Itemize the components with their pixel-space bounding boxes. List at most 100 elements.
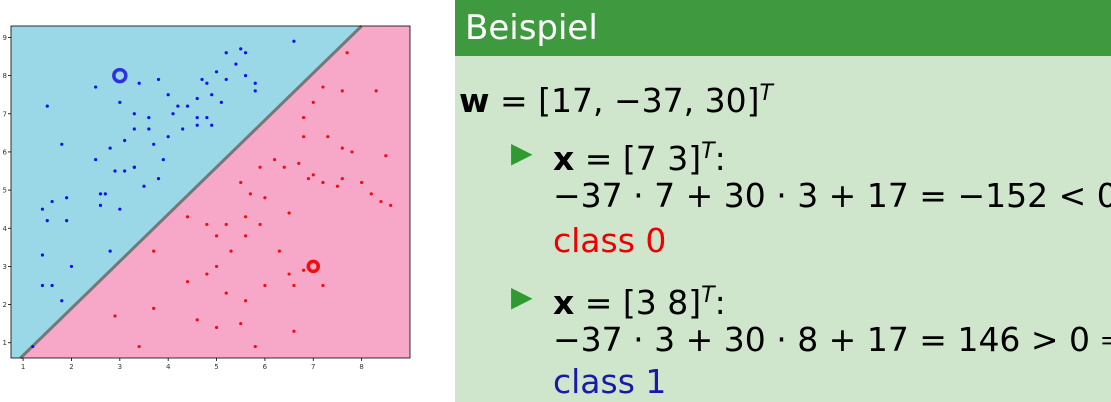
class-0-point xyxy=(335,184,340,188)
class-0-point xyxy=(152,249,156,253)
class-0-point xyxy=(321,180,325,185)
class-1-point xyxy=(103,192,107,196)
x-tick-label: 5 xyxy=(214,363,218,371)
class-0-point xyxy=(205,272,209,276)
class-0-point xyxy=(277,249,282,253)
class-0-point xyxy=(243,234,248,238)
class-0-point xyxy=(258,222,262,227)
plot-frame xyxy=(10,25,411,359)
class-0-point xyxy=(321,283,325,288)
class-0-point xyxy=(113,314,117,318)
class-0-point xyxy=(243,299,248,303)
triangle-bullet-icon: ▶ xyxy=(511,136,533,169)
y-tick-label: 5 xyxy=(3,187,7,195)
result-class-0: class 0 xyxy=(553,221,667,260)
class-1-point xyxy=(69,264,74,269)
class-1-point xyxy=(50,283,54,288)
x-tick-label: 8 xyxy=(359,363,363,371)
x-tick-label: 1 xyxy=(21,363,25,371)
class-1-point xyxy=(40,283,45,288)
calculation-line: −37 · 3 + 30 · 8 + 17 = 146 > 0 ⇒ xyxy=(553,320,1111,359)
class-0-point xyxy=(384,154,388,158)
w-symbol: w xyxy=(459,81,490,120)
class-1-point xyxy=(40,207,45,211)
class-1-point xyxy=(181,127,185,131)
class-1-point xyxy=(234,62,238,66)
class-1-point xyxy=(94,85,98,89)
class-1-point xyxy=(219,100,223,104)
class-1-point xyxy=(210,123,214,127)
y-tick-label: 6 xyxy=(3,148,8,156)
class-1-point xyxy=(292,39,296,43)
class-0-point xyxy=(152,306,156,310)
class-1-point xyxy=(253,89,257,93)
colon: : xyxy=(714,283,726,322)
class-0-point xyxy=(302,268,306,272)
class-0-point xyxy=(224,291,228,295)
class-1-point xyxy=(224,77,228,82)
class-1-point xyxy=(239,47,243,51)
class-0-point xyxy=(389,203,393,207)
y-tick-label: 1 xyxy=(3,339,7,347)
class-0-point xyxy=(340,146,344,150)
class-1-point xyxy=(65,196,69,200)
class-1-point xyxy=(123,138,127,143)
class-0-point xyxy=(272,157,277,162)
class-0-point xyxy=(345,51,349,55)
class-1-point xyxy=(224,51,228,55)
slide-title: Beispiel xyxy=(455,0,1111,56)
class-1-point xyxy=(176,104,180,108)
class-0-point xyxy=(321,85,325,89)
y-tick-label: 2 xyxy=(3,301,7,309)
weight-vector-line: w = [17, −37, 30]T xyxy=(459,74,773,121)
class-0-point xyxy=(214,325,219,330)
class-0-point xyxy=(379,199,383,204)
x-vector-line: x = [3 8]T: xyxy=(553,276,726,323)
class-1-point xyxy=(132,112,136,116)
class-1-point xyxy=(214,70,219,74)
class-0-point xyxy=(263,283,267,288)
class-1-point xyxy=(195,96,199,101)
class-1-point xyxy=(118,100,122,104)
x-symbol: x xyxy=(553,283,575,322)
class-0-point xyxy=(263,196,267,200)
class-0-point xyxy=(185,215,190,219)
triangle-bullet-icon: ▶ xyxy=(511,280,533,313)
class-0-point xyxy=(253,344,257,349)
weight-vector-value: = [17, −37, 30] xyxy=(500,81,760,120)
class-1-point xyxy=(45,219,49,223)
class-0-point xyxy=(137,344,141,349)
class-0-point xyxy=(214,264,219,269)
class-1-point xyxy=(152,142,156,146)
class-0-point xyxy=(282,165,286,169)
class-0-point xyxy=(374,89,378,93)
class-1-point xyxy=(195,115,199,120)
y-tick-label: 7 xyxy=(3,110,7,118)
class-1-point xyxy=(108,249,112,253)
y-tick-label: 8 xyxy=(3,72,7,80)
x-tick-label: 6 xyxy=(263,363,268,371)
class-0-point xyxy=(214,234,219,238)
class-0-point xyxy=(248,192,252,196)
class-0-point xyxy=(340,89,344,93)
class-0-point xyxy=(311,100,315,104)
result-class-1: class 1 xyxy=(553,362,667,401)
class-1-point xyxy=(205,81,209,85)
class-1-point xyxy=(171,112,175,116)
transpose-superscript: T xyxy=(701,139,715,164)
class-1-point xyxy=(132,165,136,169)
x-vector-line: x = [7 3]T: xyxy=(553,132,726,179)
class-0-point xyxy=(369,192,373,196)
class-1-point xyxy=(45,104,49,108)
class-0-point xyxy=(292,283,296,288)
class-0-point xyxy=(195,318,199,322)
class-1-point xyxy=(31,344,35,349)
class-1-point xyxy=(166,93,170,97)
x-vector-value: = [7 3] xyxy=(584,139,702,178)
class-0-region xyxy=(20,26,411,358)
class-1-point xyxy=(132,127,136,131)
class-1-point xyxy=(210,93,214,97)
class-1-point xyxy=(98,203,103,207)
class-0-point xyxy=(302,115,306,120)
class-1-point xyxy=(123,169,127,173)
